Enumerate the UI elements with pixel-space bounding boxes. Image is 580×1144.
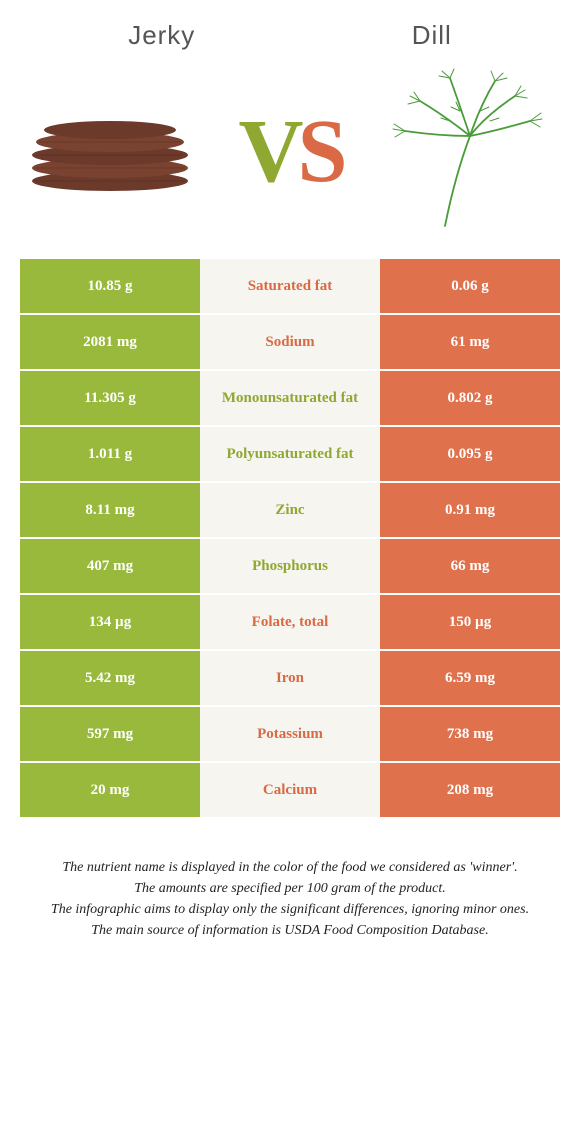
- table-row: 20 mgCalcium208 mg: [20, 763, 560, 819]
- nutrient-label: Phosphorus: [200, 539, 380, 593]
- value-left: 8.11 mg: [20, 483, 200, 537]
- value-left: 597 mg: [20, 707, 200, 761]
- nutrient-label: Polyunsaturated fat: [200, 427, 380, 481]
- footer-line-1: The nutrient name is displayed in the co…: [40, 859, 540, 878]
- nutrient-label: Sodium: [200, 315, 380, 369]
- table-row: 10.85 gSaturated fat0.06 g: [20, 259, 560, 315]
- jerky-image: [20, 71, 200, 231]
- footer-line-4: The main source of information is USDA F…: [40, 922, 540, 941]
- value-right: 150 µg: [380, 595, 560, 649]
- value-left: 134 µg: [20, 595, 200, 649]
- value-left: 1.011 g: [20, 427, 200, 481]
- nutrient-label: Iron: [200, 651, 380, 705]
- value-right: 66 mg: [380, 539, 560, 593]
- nutrient-label: Folate, total: [200, 595, 380, 649]
- table-row: 597 mgPotassium738 mg: [20, 707, 560, 763]
- title-right: Dill: [412, 20, 452, 51]
- value-left: 20 mg: [20, 763, 200, 817]
- table-row: 407 mgPhosphorus66 mg: [20, 539, 560, 595]
- value-left: 407 mg: [20, 539, 200, 593]
- table-row: 2081 mgSodium61 mg: [20, 315, 560, 371]
- value-left: 11.305 g: [20, 371, 200, 425]
- s-letter: S: [297, 102, 341, 201]
- footer-notes: The nutrient name is displayed in the co…: [20, 859, 560, 941]
- value-right: 0.802 g: [380, 371, 560, 425]
- nutrition-table: 10.85 gSaturated fat0.06 g2081 mgSodium6…: [20, 259, 560, 819]
- table-row: 11.305 gMonounsaturated fat0.802 g: [20, 371, 560, 427]
- table-row: 1.011 gPolyunsaturated fat0.095 g: [20, 427, 560, 483]
- header-row: Jerky Dill: [20, 20, 560, 51]
- value-right: 738 mg: [380, 707, 560, 761]
- table-row: 5.42 mgIron6.59 mg: [20, 651, 560, 707]
- v-letter: V: [238, 102, 297, 201]
- value-left: 5.42 mg: [20, 651, 200, 705]
- vs-row: VS: [20, 61, 560, 241]
- dill-image: [380, 71, 560, 231]
- value-right: 0.095 g: [380, 427, 560, 481]
- value-right: 61 mg: [380, 315, 560, 369]
- nutrient-label: Saturated fat: [200, 259, 380, 313]
- vs-label: VS: [238, 100, 341, 203]
- table-row: 8.11 mgZinc0.91 mg: [20, 483, 560, 539]
- footer-line-2: The amounts are specified per 100 gram o…: [40, 880, 540, 899]
- nutrient-label: Zinc: [200, 483, 380, 537]
- value-left: 10.85 g: [20, 259, 200, 313]
- nutrient-label: Potassium: [200, 707, 380, 761]
- value-right: 0.91 mg: [380, 483, 560, 537]
- table-row: 134 µgFolate, total150 µg: [20, 595, 560, 651]
- value-right: 208 mg: [380, 763, 560, 817]
- value-right: 6.59 mg: [380, 651, 560, 705]
- value-left: 2081 mg: [20, 315, 200, 369]
- nutrient-label: Calcium: [200, 763, 380, 817]
- value-right: 0.06 g: [380, 259, 560, 313]
- title-left: Jerky: [128, 20, 195, 51]
- nutrient-label: Monounsaturated fat: [200, 371, 380, 425]
- footer-line-3: The infographic aims to display only the…: [40, 901, 540, 920]
